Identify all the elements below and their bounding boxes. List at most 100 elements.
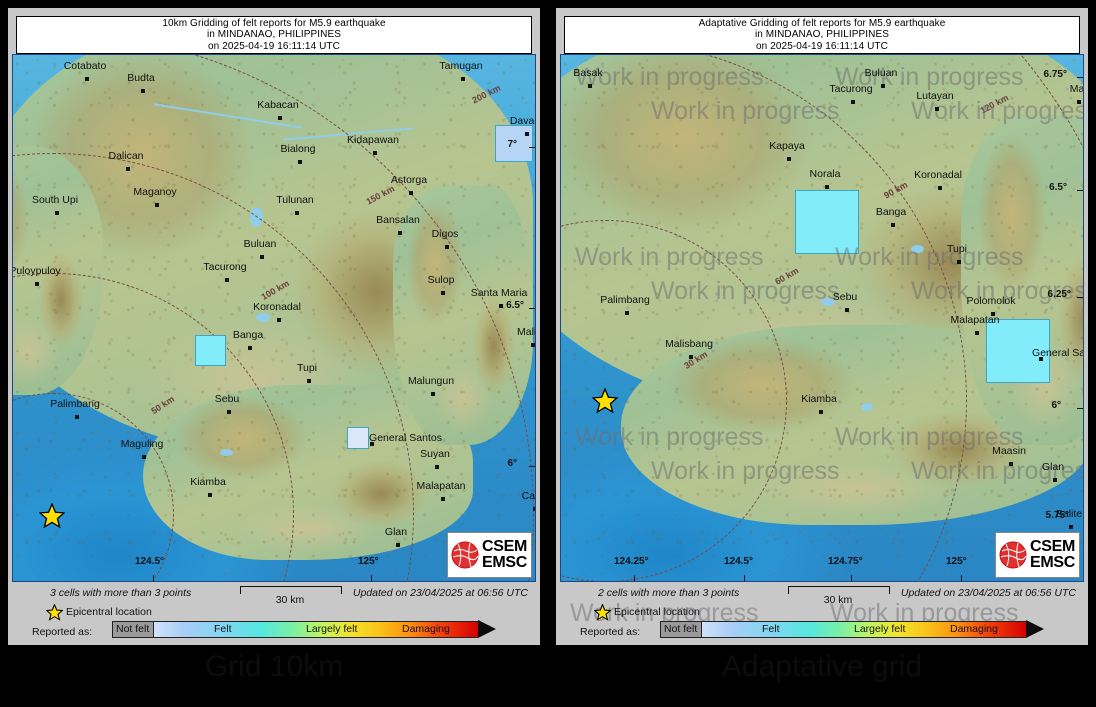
city-dot [142,455,146,459]
lon-label: 125° [946,556,967,567]
city-label: Suyan [420,448,450,460]
logo-line-emsc: EMSC [482,554,528,571]
left-legend: 3 cells with more than 3 points Updated … [16,584,532,642]
city-dot [531,343,535,347]
scale-bar-label: 30 km [823,594,853,606]
right-caption: Adaptative grid [721,650,923,683]
lon-label: 124.75° [828,556,863,567]
city-label: Maasin [992,445,1026,457]
right-title-line2: in MINDANAO, PHILIPPINES [754,29,890,41]
axis-tick [529,466,535,468]
grid-cell[interactable] [986,319,1050,383]
logo-text: CSEM EMSC [1030,539,1075,571]
lat-label: 6° [1051,400,1061,411]
colorbar-gradient [154,621,478,638]
grid-cell[interactable] [495,125,533,162]
city-label: Maganoy [133,186,177,198]
logo-line-emsc: EMSC [1030,554,1076,571]
lat-label: 6° [507,458,517,469]
lake-2 [821,298,835,306]
lon-label: 124.5° [135,556,165,567]
city-dot [225,278,229,282]
city-label: Tupi [296,362,318,374]
landmass-east [961,115,1083,445]
city-dot [141,89,145,93]
city-dot [845,308,849,312]
lake-1 [250,207,263,227]
scale-bar-label: 30 km [275,594,305,606]
reported-as-label: Reported as: [580,626,641,638]
cells-note: 3 cells with more than 3 points [50,587,192,599]
city-label: Malita [516,326,535,338]
right-panel: Adaptative Gridding of felt reports for … [548,0,1096,707]
city-dot [1069,525,1073,529]
scale-bar-line [788,586,890,594]
grid-cell[interactable] [347,427,369,449]
city-label: Glan [384,526,408,538]
city-dot [499,304,503,308]
axis-tick [1077,190,1083,192]
logo-line-csem: CSEM [482,538,528,555]
colorbar-label-felt: Felt [214,623,232,635]
city-label: Palimbang [50,398,100,410]
city-dot [1053,478,1057,482]
lon-label: 124.25° [614,556,649,567]
lake-2 [256,313,270,322]
left-caption: Grid 10km [204,650,344,683]
updated-note: Updated on 23/04/2025 at 06:56 UTC [900,587,1076,599]
city-dot [260,255,264,259]
axis-tick [529,147,535,149]
left-panel: 10km Gridding of felt reports for M5.9 e… [8,8,540,683]
watermark: Work in progress [835,243,1024,271]
lat-label: 7° [507,139,517,150]
city-dot [208,493,212,497]
city-dot [398,231,402,235]
logo-text: CSEM EMSC [482,539,527,571]
left-map[interactable]: 50 km 100 km 150 km 200 km Cotabato Budt… [12,54,536,582]
city-label: Bansalan [376,214,420,226]
right-terrain [561,55,1083,581]
axis-tick [634,575,636,581]
city-label: Buluan [243,238,277,250]
colorbar-label-damaging: Damaging [950,623,998,635]
city-dot [1077,100,1081,104]
colorbar-gradient [702,621,1026,638]
city-label: Ma [1069,83,1084,95]
city-label: Budta [127,72,155,84]
city-label: Kabacan [257,99,299,111]
left-panel-inner: 10km Gridding of felt reports for M5.9 e… [8,8,540,645]
grid-cell[interactable] [795,190,859,254]
city-dot [373,151,377,155]
city-label: Koronadal [253,301,301,313]
watermark: Work in progress [651,277,840,305]
lat-label: 5.75° [1045,510,1069,521]
city-dot [435,465,439,469]
grid-cell[interactable] [195,335,226,366]
lat-label: 6.75° [1043,69,1067,80]
city-dot [227,410,231,414]
epicentral-location-label: Epicentral location [66,606,152,618]
city-label: Lutayan [916,90,954,102]
city-label: Puloypuloy [12,265,61,277]
intensity-colorbar: Not felt Felt Largely felt Damaging [112,620,508,638]
city-dot [441,497,445,501]
terrain-texture [561,55,1083,581]
city-dot [409,191,413,195]
city-label: Banga [232,329,264,341]
axis-tick [1077,408,1083,410]
city-label: Cotabato [63,60,107,72]
axis-tick [744,575,746,581]
right-legend: 2 cells with more than 3 points Updated … [564,584,1080,642]
watermark: Work in progress [651,457,840,485]
city-dot [307,379,311,383]
city-dot [248,346,252,350]
city-label: Maguling [120,438,164,450]
city-label: Glan [1041,461,1065,473]
right-map[interactable]: 30 km 60 km 90 km 120 km Work in progres… [560,54,1084,582]
lake-3 [220,449,233,456]
lake-1 [911,245,924,253]
city-dot [533,507,535,511]
lat-label: 6.25° [1047,289,1071,300]
axis-tick [371,575,373,581]
